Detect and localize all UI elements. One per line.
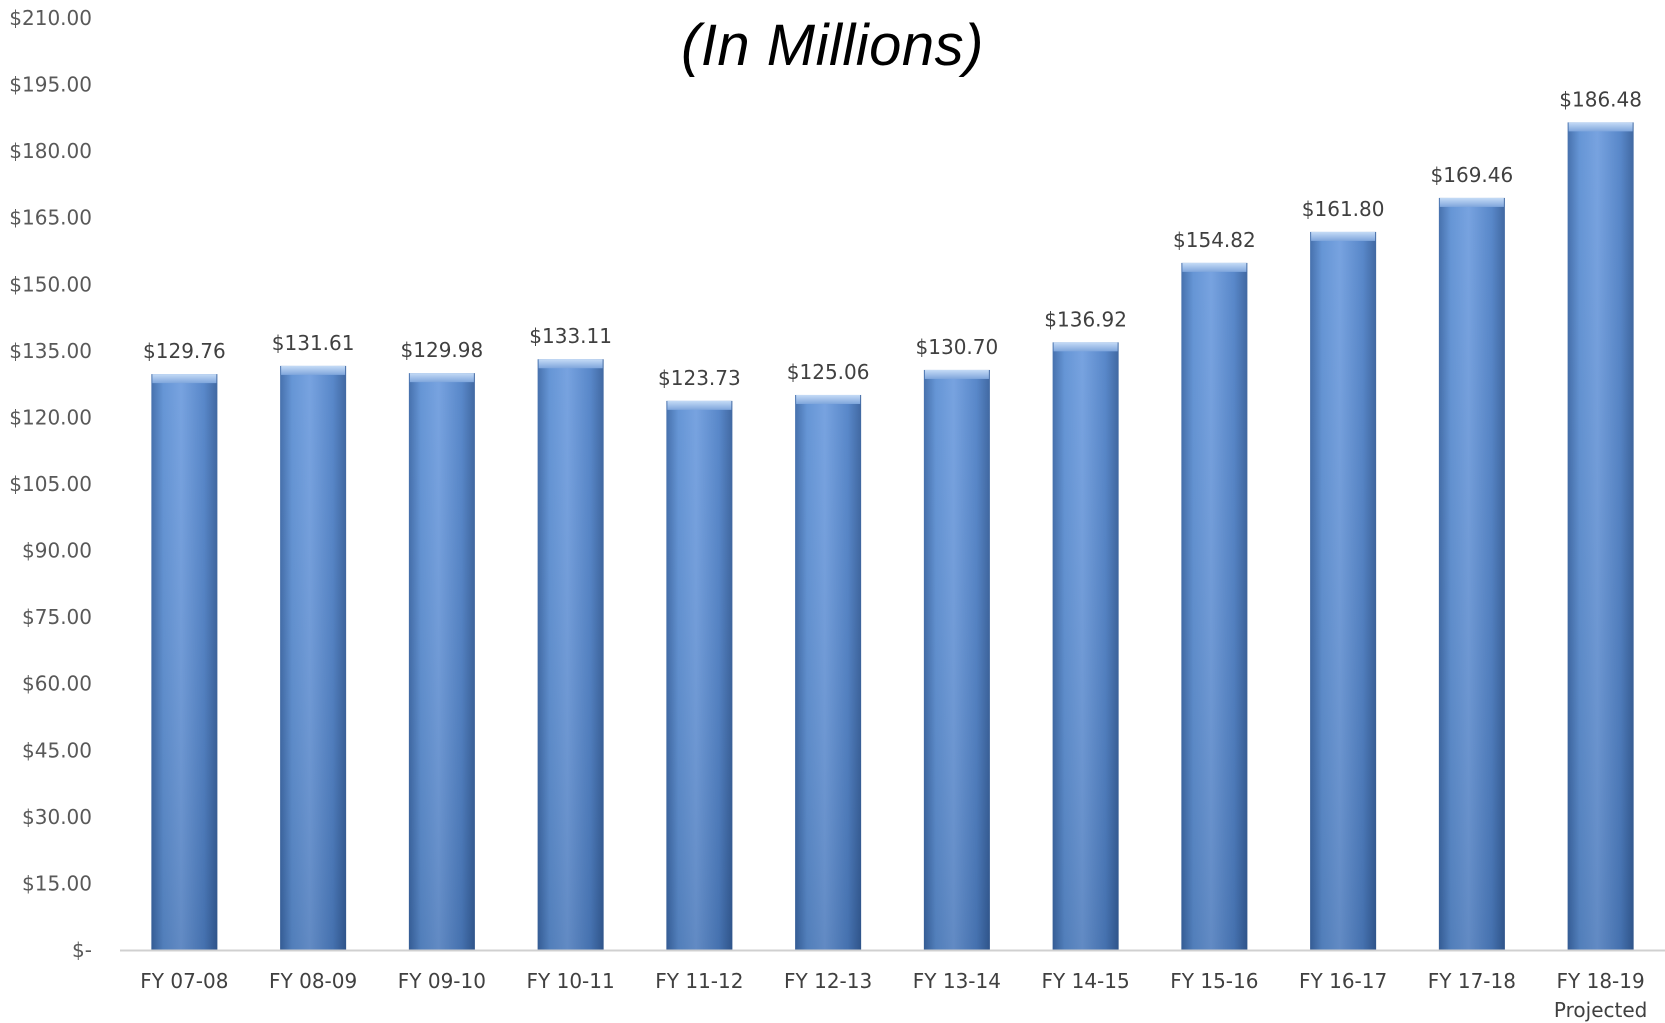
data-label: $129.76 [143,339,226,363]
x-axis: FY 07-08 FY 08-09 FY 09-10 FY 10-11 FY 11-12… [120,949,1665,1022]
y-tick-label: $45.00 [22,738,92,762]
x-tick-label: FY 16-17 [1299,969,1387,993]
bar-cap [281,365,346,375]
bar-cap [667,400,732,410]
bar-shade [1310,231,1377,950]
bar-cap [1311,231,1376,241]
y-tick-label: $180.00 [9,139,92,163]
bar-shade [923,369,990,951]
data-label: $130.70 [916,335,999,359]
y-tick-label: $30.00 [22,805,92,829]
bar-cap [409,373,474,383]
bar [1052,342,1119,950]
data-label: $123.73 [658,366,741,390]
y-tick-label: $15.00 [22,871,92,895]
bar [1438,197,1505,950]
bar [280,365,347,950]
y-tick-label: $- [72,938,92,962]
y-tick-label: $210.00 [9,6,92,30]
bar-cap [152,374,217,384]
x-tick-label: FY 13-14 [913,969,1001,993]
y-tick-label: $120.00 [9,405,92,429]
x-tick-label: FY 07-08 [140,969,228,993]
x-tick-label: FY 09-10 [398,969,486,993]
bar-shade [537,359,604,951]
bar-cap [1182,262,1247,272]
x-tick-label: FY 15-16 [1170,969,1258,993]
bar-shade [1181,262,1248,950]
bar-shade [1567,122,1634,950]
x-tick-label: FY 18-19 [1557,969,1645,993]
y-tick-label: $135.00 [9,339,92,363]
bar [923,369,990,951]
data-label: $133.11 [529,324,612,348]
data-label: $125.06 [787,360,870,384]
y-tick-label: $105.00 [9,472,92,496]
y-tick-label: $75.00 [22,605,92,629]
bar [1310,231,1377,950]
bar [795,394,862,950]
bar-cap [796,394,861,404]
bars-group: $129.76 $131.61 $129.98 $133.11 $123.73 $125.… [143,87,1642,951]
bar-shade [280,365,347,950]
bar-shade [666,400,733,950]
y-tick-label: $150.00 [9,272,92,296]
data-label: $136.92 [1044,307,1127,331]
x-tick-label: Projected [1554,998,1647,1022]
y-tick-label: $195.00 [9,73,92,97]
data-label: $131.61 [272,331,355,355]
bar [1567,122,1634,950]
data-label: $161.80 [1302,197,1385,221]
bar-cap [924,369,989,379]
x-tick-label: FY 12-13 [784,969,872,993]
bar-shade [1052,342,1119,950]
data-label: $154.82 [1173,228,1256,252]
x-tick-label: FY 10-11 [527,969,615,993]
bar-shade [1438,197,1505,950]
bar-cap [538,359,603,369]
bar-cap [1053,342,1118,352]
data-label: $186.48 [1559,87,1642,111]
x-tick-label: FY 17-18 [1428,969,1516,993]
bar [408,373,475,951]
bar [1181,262,1248,950]
bar-shade [151,374,218,950]
y-axis: $- $15.00 $30.00 $45.00 $60.00 $75.00 $90.00 $1… [9,6,92,962]
bar [666,400,733,950]
data-label: $169.46 [1431,163,1514,187]
x-tick-label: FY 14-15 [1042,969,1130,993]
bar [537,359,604,951]
chart-title: (In Millions) [681,13,984,78]
data-label: $129.98 [401,338,484,362]
bar-shade [408,373,475,951]
bar-cap [1439,197,1504,207]
y-tick-label: $165.00 [9,206,92,230]
x-tick-label: FY 08-09 [269,969,357,993]
bar [151,374,218,950]
y-tick-label: $60.00 [22,672,92,696]
y-tick-label: $90.00 [22,539,92,563]
bar-shade [795,394,862,950]
bar-cap [1568,122,1633,132]
x-tick-label: FY 11-12 [655,969,743,993]
